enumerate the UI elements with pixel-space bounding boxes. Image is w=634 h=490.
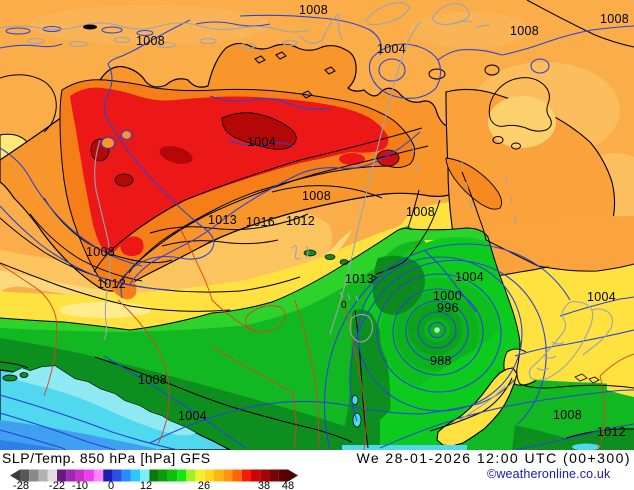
svg-text:0: 0 xyxy=(108,480,114,490)
svg-text:1008: 1008 xyxy=(553,408,582,422)
svg-text:12: 12 xyxy=(140,480,152,490)
svg-text:26: 26 xyxy=(198,480,210,490)
svg-text:-28: -28 xyxy=(13,480,29,490)
svg-text:1016: 1016 xyxy=(246,215,275,229)
svg-text:1008: 1008 xyxy=(136,34,165,48)
svg-text:1004: 1004 xyxy=(247,135,276,149)
svg-text:1008: 1008 xyxy=(299,3,328,17)
svg-text:0: 0 xyxy=(341,300,347,311)
svg-text:48: 48 xyxy=(282,480,294,490)
svg-text:1012: 1012 xyxy=(597,425,626,439)
svg-text:996: 996 xyxy=(437,301,459,315)
svg-text:1013: 1013 xyxy=(208,213,237,227)
svg-text:1004: 1004 xyxy=(455,270,484,284)
svg-text:1008: 1008 xyxy=(510,24,539,38)
svg-text:1008: 1008 xyxy=(600,12,629,26)
svg-text:-10: -10 xyxy=(72,480,88,490)
svg-text:1004: 1004 xyxy=(178,409,207,423)
svg-text:1008: 1008 xyxy=(86,245,115,259)
svg-text:988: 988 xyxy=(430,354,452,368)
svg-text:1012: 1012 xyxy=(286,214,315,228)
svg-text:1000: 1000 xyxy=(433,289,462,303)
svg-text:1004: 1004 xyxy=(587,290,616,304)
svg-text:38: 38 xyxy=(258,480,270,490)
svg-text:1013: 1013 xyxy=(345,272,374,286)
svg-text:1012: 1012 xyxy=(97,277,126,291)
svg-text:1008: 1008 xyxy=(302,189,331,203)
svg-text:1008: 1008 xyxy=(406,205,435,219)
svg-text:1004: 1004 xyxy=(377,42,406,56)
svg-text:-22: -22 xyxy=(49,480,65,490)
svg-text:1008: 1008 xyxy=(138,373,167,387)
